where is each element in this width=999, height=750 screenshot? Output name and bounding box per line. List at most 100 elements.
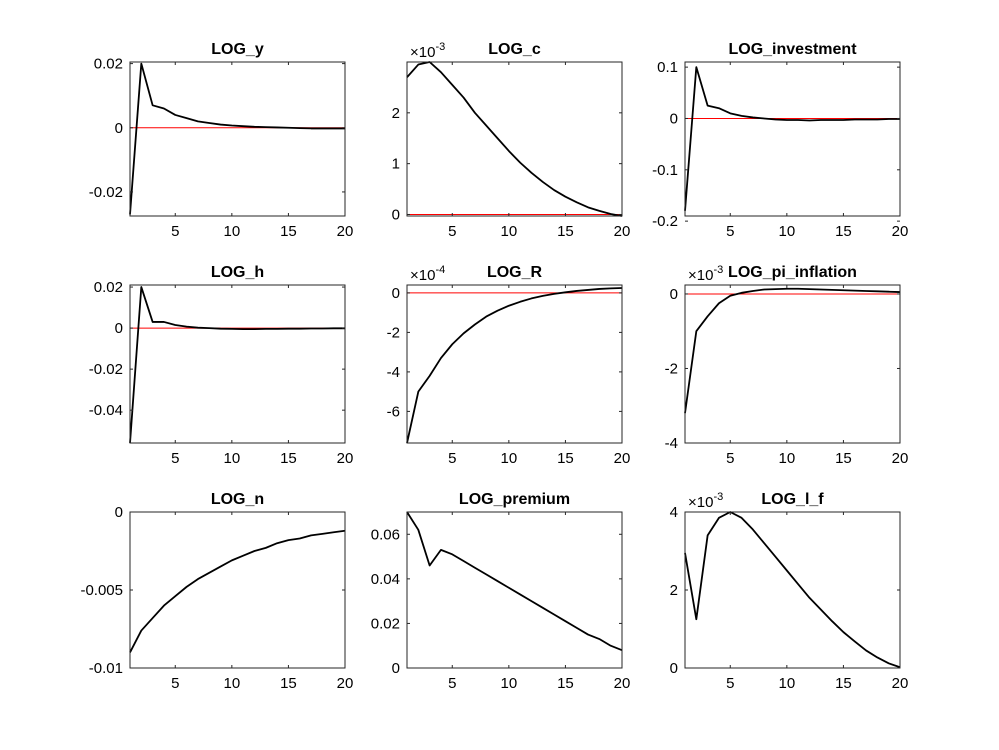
x-tick-label: 5 <box>726 223 734 240</box>
axes-box <box>129 61 346 217</box>
x-tick-label: 10 <box>500 223 517 240</box>
subplot-title: LOG_R <box>487 264 543 281</box>
multiplier-exponent: -4 <box>435 264 445 276</box>
y-tick-label: 0.02 <box>371 615 400 632</box>
y-tick-label: 0 <box>670 286 678 303</box>
y-tick-label: 0.06 <box>371 526 400 543</box>
y-multiplier: ×10-3 <box>688 491 723 511</box>
x-tick-label: 10 <box>223 223 240 240</box>
x-tick-label: 5 <box>448 450 456 467</box>
series-line <box>684 287 901 414</box>
y-tick-label: 0 <box>670 110 678 127</box>
axes-box <box>406 284 623 444</box>
y-tick-label: 0 <box>392 206 400 223</box>
y-multiplier: ×10-3 <box>410 41 445 61</box>
x-tick-label: 10 <box>223 675 240 692</box>
x-tick-label: 15 <box>280 675 297 692</box>
x-tick-label: 20 <box>892 223 909 240</box>
x-tick-label: 20 <box>614 223 631 240</box>
y-tick-label: 4 <box>670 504 678 521</box>
x-tick-label: 20 <box>614 450 631 467</box>
x-tick-label: 10 <box>778 223 795 240</box>
axes-background <box>685 512 900 668</box>
multiplier-base: ×10 <box>688 494 713 511</box>
y-tick-label: 0.02 <box>94 279 123 296</box>
axes-background <box>130 285 345 443</box>
subplot-title: LOG_y <box>211 41 264 58</box>
y-tick-label: -0.02 <box>89 361 123 378</box>
y-tick-label: -4 <box>387 364 400 381</box>
series-line <box>406 287 623 444</box>
axes-box <box>684 284 901 444</box>
y-multiplier: ×10-3 <box>688 264 723 284</box>
series-line <box>684 66 900 211</box>
axes-box <box>129 284 346 444</box>
multiplier-exponent: -3 <box>713 264 723 276</box>
y-tick-label: 0 <box>115 504 123 521</box>
subplot-title: LOG_pi_inflation <box>728 264 857 281</box>
x-tick-label: 5 <box>726 675 734 692</box>
y-tick-label: 0.04 <box>371 571 400 588</box>
x-tick-label: 20 <box>337 223 354 240</box>
x-tick-label: 10 <box>500 675 517 692</box>
x-tick-label: 15 <box>835 450 852 467</box>
x-tick-label: 15 <box>557 223 574 240</box>
axes-background <box>130 512 345 668</box>
x-tick-label: 20 <box>892 675 909 692</box>
axes-background <box>685 62 900 216</box>
y-tick-label: 0 <box>392 660 400 677</box>
x-tick-label: 15 <box>557 450 574 467</box>
y-tick-label: -0.04 <box>89 402 123 419</box>
axes-box <box>684 61 901 217</box>
multiplier-exponent: -3 <box>713 491 723 503</box>
y-tick-label: 2 <box>670 582 678 599</box>
multiplier-base: ×10 <box>410 267 435 284</box>
y-tick-label: -0.2 <box>652 213 678 230</box>
x-tick-label: 5 <box>448 675 456 692</box>
x-tick-label: 10 <box>223 450 240 467</box>
y-tick-label: -0.005 <box>80 582 123 599</box>
y-tick-label: -6 <box>387 403 400 420</box>
y-tick-label: 0 <box>115 120 123 137</box>
series-line <box>406 511 623 652</box>
y-tick-label: 0.02 <box>94 56 123 73</box>
subplot-title: LOG_n <box>211 491 264 508</box>
multiplier-exponent: -3 <box>435 41 445 53</box>
series-line <box>129 286 345 444</box>
x-tick-label: 20 <box>892 450 909 467</box>
subplot-title: LOG_premium <box>459 491 570 508</box>
y-tick-label: -2 <box>387 324 400 341</box>
axes-background <box>407 512 622 668</box>
subplot-title: LOG_c <box>488 41 541 58</box>
axes-background <box>407 62 622 216</box>
x-tick-label: 5 <box>171 223 179 240</box>
x-tick-label: 15 <box>280 450 297 467</box>
x-tick-label: 5 <box>171 450 179 467</box>
x-tick-label: 5 <box>726 450 734 467</box>
x-tick-label: 15 <box>557 675 574 692</box>
y-tick-label: -0.02 <box>89 184 123 201</box>
x-tick-label: 5 <box>171 675 179 692</box>
x-tick-label: 15 <box>280 223 297 240</box>
multiplier-base: ×10 <box>688 267 713 284</box>
y-tick-label: -4 <box>665 435 678 452</box>
y-multiplier: ×10-4 <box>410 264 445 284</box>
x-tick-label: 20 <box>614 675 631 692</box>
series-line <box>129 62 345 215</box>
series-line <box>129 529 346 653</box>
axes-background <box>685 285 900 443</box>
subplot-title: LOG_l_f <box>761 491 824 508</box>
y-tick-label: -0.01 <box>89 660 123 677</box>
x-tick-label: 10 <box>500 450 517 467</box>
axes-background <box>407 285 622 443</box>
x-tick-label: 5 <box>448 223 456 240</box>
y-tick-label: 1 <box>392 156 400 173</box>
axes-background <box>130 62 345 216</box>
x-tick-label: 10 <box>778 675 795 692</box>
axes-box <box>406 61 623 217</box>
y-tick-label: 2 <box>392 105 400 122</box>
multiplier-base: ×10 <box>410 44 435 61</box>
x-tick-label: 20 <box>337 450 354 467</box>
y-tick-label: 0.1 <box>657 59 678 76</box>
x-tick-label: 10 <box>778 450 795 467</box>
